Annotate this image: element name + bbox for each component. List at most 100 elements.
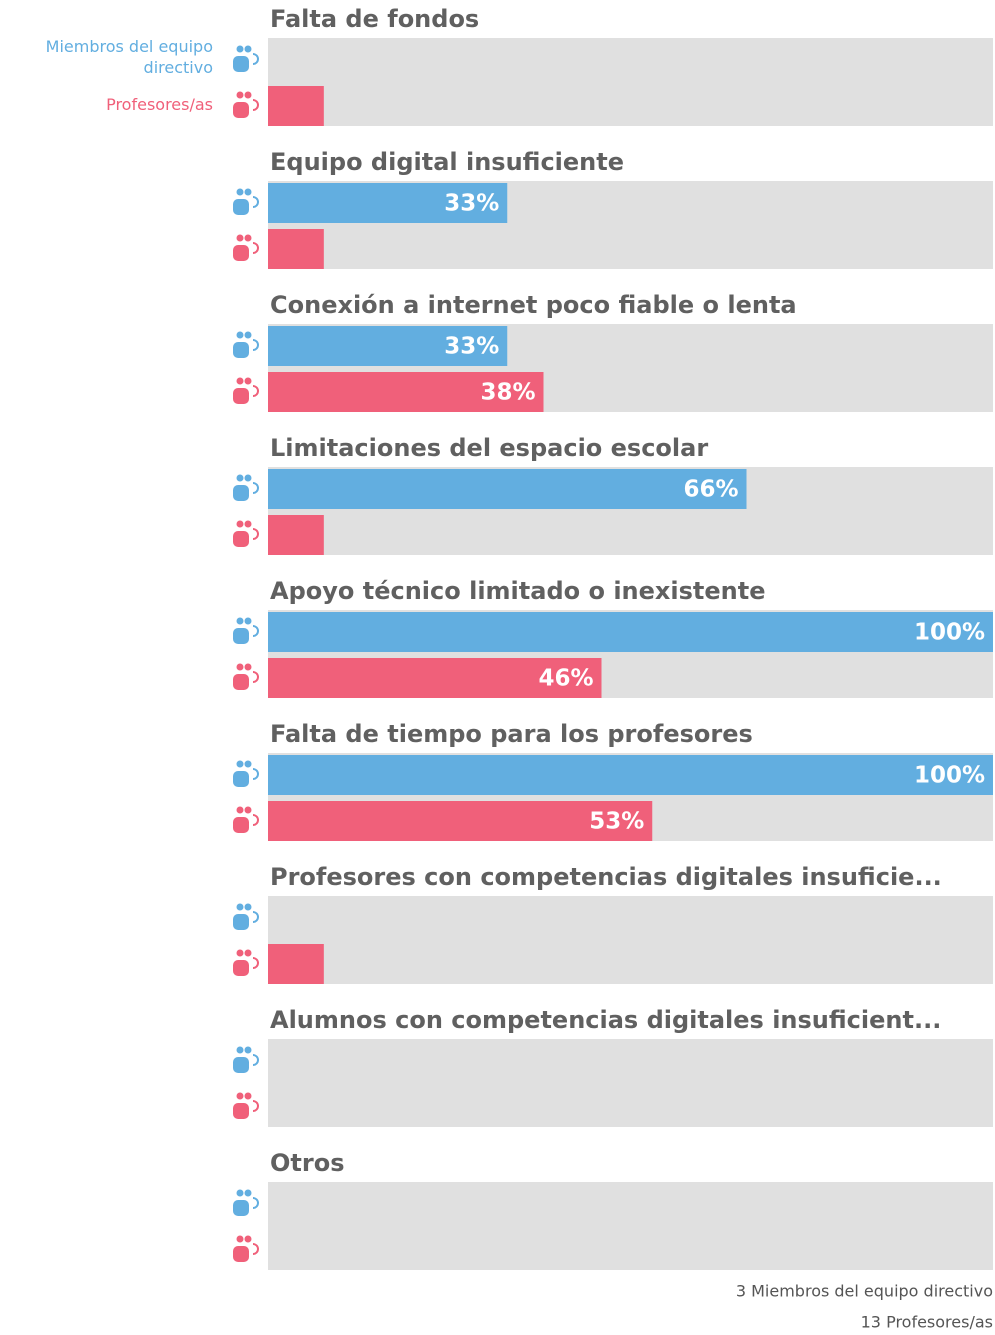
icon [252, 957, 259, 969]
icon [252, 671, 259, 683]
icon [244, 806, 252, 814]
bar-background [268, 896, 993, 984]
icon [236, 903, 244, 911]
icon [236, 949, 244, 957]
bar [268, 183, 508, 223]
icon [252, 53, 259, 65]
icon [236, 1189, 244, 1197]
icon [244, 1235, 252, 1243]
bar [268, 86, 324, 126]
bar [268, 372, 544, 412]
icon [236, 806, 244, 814]
icon [252, 1197, 259, 1209]
category-title: Alumnos con competencias digitales insuf… [270, 1006, 941, 1034]
icon [233, 674, 249, 690]
icon [236, 520, 244, 528]
icon [244, 45, 252, 53]
icon [233, 388, 249, 404]
value-label: 33% [444, 334, 499, 360]
icon [244, 663, 252, 671]
icon [252, 196, 259, 208]
icon [233, 102, 249, 118]
icon [252, 625, 259, 637]
icon [236, 617, 244, 625]
bar-background [268, 1182, 993, 1270]
icon [252, 1100, 259, 1112]
icon [236, 188, 244, 196]
icon [233, 628, 249, 644]
icon [236, 331, 244, 339]
icon [244, 949, 252, 957]
footnote: 13 Profesores/as [861, 1313, 993, 1332]
icon [233, 199, 249, 215]
value-label: 46% [538, 666, 593, 692]
icon [252, 99, 259, 111]
legend-entry: Miembros del equipo directivo [45, 37, 213, 77]
icon [233, 960, 249, 976]
icon [252, 482, 259, 494]
icon [233, 1246, 249, 1262]
icon [233, 531, 249, 547]
icon [236, 45, 244, 53]
icon [236, 234, 244, 242]
icon [236, 760, 244, 768]
bar [268, 801, 653, 841]
icon [244, 234, 252, 242]
icon [244, 617, 252, 625]
icon [233, 817, 249, 833]
icon [252, 339, 259, 351]
icon [252, 1243, 259, 1255]
icon [244, 377, 252, 385]
icon [244, 331, 252, 339]
bar [268, 326, 508, 366]
icon [236, 663, 244, 671]
bar-background [268, 38, 993, 126]
category-title: Equipo digital insuficiente [270, 148, 624, 176]
icon [244, 520, 252, 528]
icon [236, 91, 244, 99]
category-title: Conexión a internet poco fiable o lenta [270, 291, 797, 319]
icon [233, 1200, 249, 1216]
icon [236, 377, 244, 385]
icon [252, 1054, 259, 1066]
icon [252, 385, 259, 397]
icon [252, 242, 259, 254]
icon [233, 914, 249, 930]
icon [244, 474, 252, 482]
icon [236, 1046, 244, 1054]
bar [268, 515, 324, 555]
icon [252, 528, 259, 540]
icon [244, 1046, 252, 1054]
bar [268, 658, 602, 698]
icon [244, 903, 252, 911]
icon [252, 814, 259, 826]
icon [244, 188, 252, 196]
icon [244, 760, 252, 768]
bar [268, 944, 324, 984]
category-title: Limitaciones del espacio escolar [270, 434, 708, 462]
icon [233, 1057, 249, 1073]
icon [233, 771, 249, 787]
icon [233, 485, 249, 501]
category-title: Apoyo técnico limitado o inexistente [270, 577, 765, 605]
value-label: 53% [589, 809, 644, 835]
bar [268, 612, 993, 652]
icon [244, 91, 252, 99]
value-label: 38% [480, 380, 535, 406]
icon [233, 56, 249, 72]
bar [268, 755, 993, 795]
icon [233, 245, 249, 261]
icon [236, 1092, 244, 1100]
icon [244, 1092, 252, 1100]
category-title: Profesores con competencias digitales in… [270, 863, 942, 891]
category-title: Otros [270, 1149, 344, 1177]
category-title: Falta de tiempo para los profesores [270, 720, 753, 748]
icon [236, 474, 244, 482]
bar [268, 469, 747, 509]
icon [244, 1189, 252, 1197]
value-label: 66% [683, 477, 738, 503]
icon [252, 768, 259, 780]
icon [252, 911, 259, 923]
